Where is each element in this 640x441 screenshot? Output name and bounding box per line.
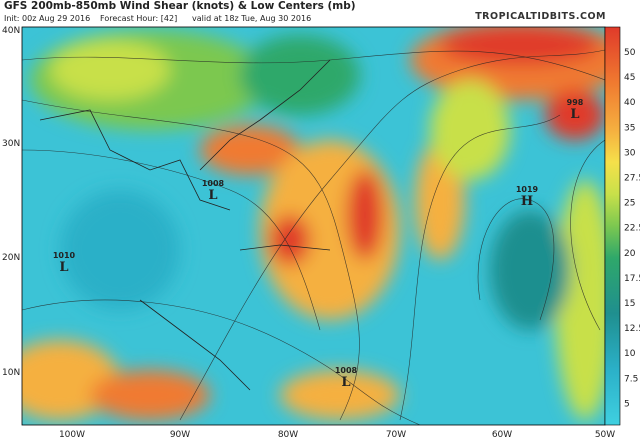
center-symbol: L (570, 107, 579, 122)
colorbar-label: 40 (624, 98, 636, 108)
colorbar-label: 17.5 (624, 274, 640, 284)
valid-time: valid at 18z Tue, Aug 30 2016 (192, 14, 311, 23)
colorbar-label: 25 (624, 199, 635, 209)
forecast-hour: Forecast Hour: [42] (100, 14, 177, 23)
center-pressure: 1008 (335, 366, 358, 375)
lon-label: 80W (278, 430, 298, 440)
colorbar-label: 45 (624, 73, 635, 83)
lon-label: 100W (59, 430, 85, 440)
center-pressure: 1008 (202, 179, 225, 188)
colorbar-label: 10 (624, 349, 636, 359)
colorbar-label: 15 (624, 299, 635, 309)
colorbar-label: 30 (624, 148, 636, 158)
site-name: TROPICALTIDBITS.COM (475, 11, 606, 22)
center-pressure: 1010 (53, 251, 76, 260)
center-symbol: L (341, 375, 350, 390)
colorbar-label: 5 (624, 399, 630, 409)
lon-label: 90W (170, 430, 190, 440)
lon-label: 50W (595, 430, 615, 440)
colorbar-label: 35 (624, 123, 635, 133)
center-pressure: 1019 (516, 185, 539, 194)
colorbar-label: 7.5 (624, 374, 638, 384)
lon-label: 70W (386, 430, 406, 440)
center-symbol: L (59, 260, 68, 275)
lat-label: 40N (2, 26, 20, 36)
labels: 50 45 40 35 30 27.5 25 22.5 20 17.5 15 12.5 10 7.5 5 40… (2, 26, 640, 440)
init: Init: 00z Aug 29 2016 (4, 14, 90, 23)
center-symbol: H (521, 194, 533, 209)
colorbar-label: 22.5 (624, 224, 640, 234)
colorbar-label: 12.5 (624, 324, 640, 334)
colorbar-label: 20 (624, 249, 636, 259)
map (22, 27, 605, 425)
center-symbol: L (208, 188, 217, 203)
title: GFS 200mb-850mb Wind Shear (knots) & Low… (4, 0, 356, 12)
colorbar-label: 50 (624, 48, 636, 58)
lat-label: 20N (2, 253, 20, 263)
colorbar-label: 27.5 (624, 174, 640, 184)
lon-label: 60W (492, 430, 512, 440)
colorbar (604, 26, 621, 426)
center-pressure: 998 (567, 98, 584, 107)
lat-label: 10N (2, 368, 20, 378)
lat-label: 30N (2, 139, 20, 149)
